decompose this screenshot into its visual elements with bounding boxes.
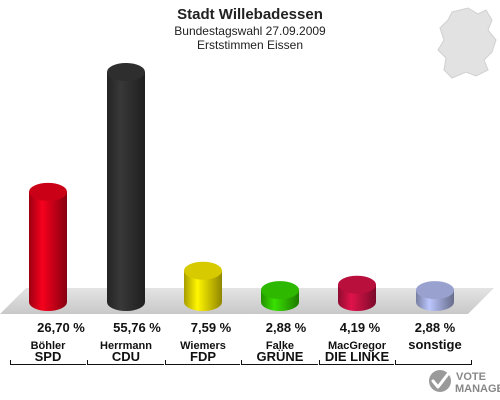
bar-body-spd	[29, 191, 67, 311]
germany-map-icon	[437, 7, 497, 79]
party-labels: SPD CDU FDP GRÜNE DIE LINKE sonstige	[35, 337, 462, 364]
party-label-cdu: CDU	[112, 349, 140, 364]
party-label-spd: SPD	[35, 349, 62, 364]
logo-line-1: VOTE	[456, 371, 486, 383]
bar-gruene	[261, 281, 299, 311]
value-label-spd: 26,70 %	[37, 320, 85, 335]
vote-manager-logo-icon	[429, 370, 451, 392]
chart-subtitle-2: Erststimmen Eissen	[197, 38, 303, 52]
chart-title: Stadt Willebadessen	[177, 6, 323, 23]
party-label-fdp: FDP	[190, 349, 216, 364]
bar-linke	[338, 275, 376, 311]
bar-top-sonstige	[416, 281, 454, 300]
value-label-linke: 4,19 %	[340, 320, 381, 335]
bar-spd	[29, 182, 67, 311]
value-labels: 26,70 % 55,76 % 7,59 % 2,88 % 4,19 % 2,8…	[37, 320, 456, 335]
bar-top-linke	[338, 275, 376, 294]
bar-fdp	[184, 261, 222, 311]
candidate-label-cdu: Herrmann	[100, 340, 152, 352]
bar-top-gruene	[261, 281, 299, 300]
bar-body-cdu	[107, 72, 145, 311]
bar-sonstige	[416, 281, 454, 311]
value-label-fdp: 7,59 %	[191, 320, 232, 335]
party-label-linke: DIE LINKE	[325, 349, 390, 364]
candidate-label-fdp: Wiemers	[180, 340, 226, 352]
bar-top-cdu	[107, 63, 145, 81]
candidate-labels: Böhler Herrmann Wiemers Falke MacGregor	[31, 340, 387, 352]
bar-top-fdp	[184, 261, 222, 280]
bars-group	[29, 63, 454, 311]
candidate-label-spd: Böhler	[31, 340, 67, 352]
chart-subtitle: Bundestagswahl 27.09.2009	[174, 24, 326, 38]
candidate-label-gruene: Falke	[266, 340, 294, 352]
bar-top-spd	[29, 182, 67, 201]
bar-body-fdp	[184, 270, 222, 311]
party-label-sonstige: sonstige	[408, 337, 461, 352]
value-label-cdu: 55,76 %	[113, 320, 161, 335]
value-label-sonstige: 2,88 %	[415, 320, 456, 335]
label-underlines	[10, 360, 472, 365]
logo-line-2: MANAGER	[455, 383, 500, 395]
value-label-gruene: 2,88 %	[266, 320, 307, 335]
bar-cdu	[107, 63, 145, 311]
party-label-gruene: GRÜNE	[257, 349, 304, 364]
candidate-label-linke: MacGregor	[328, 340, 387, 352]
